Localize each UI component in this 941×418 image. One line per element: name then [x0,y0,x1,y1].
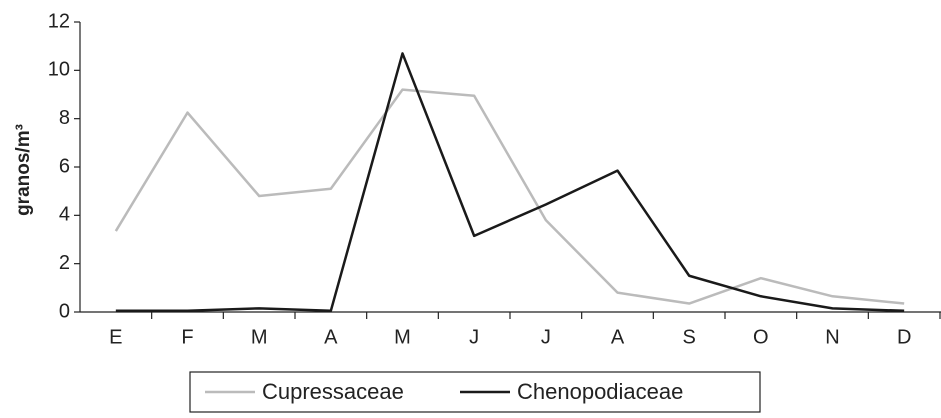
y-tick-label: 2 [59,252,70,274]
line-series [115,52,905,313]
x-tick-label: M [394,326,411,348]
legend-label: Cupressaceae [262,379,404,404]
line-series [114,88,905,305]
legend-label: Chenopodiaceae [517,379,683,404]
x-tick-label: D [897,326,911,348]
x-tick-label: A [324,326,338,348]
y-tick-label: 6 [59,155,70,177]
x-tick-label: S [682,326,695,348]
x-tick-label: A [611,326,625,348]
x-tick-label: M [251,326,268,348]
y-tick-label: 0 [59,300,70,322]
y-tick-label: 4 [59,204,70,226]
x-tick-label: J [541,326,551,348]
x-tick-label: O [753,326,769,348]
y-axis-label: granos/m³ [13,124,34,216]
y-tick-label: 8 [59,107,70,129]
y-tick-label: 12 [48,10,70,32]
x-tick-label: N [825,326,839,348]
x-tick-label: J [469,326,479,348]
x-tick-label: F [181,326,193,348]
x-tick-label: E [109,326,122,348]
y-tick-label: 10 [48,59,70,81]
